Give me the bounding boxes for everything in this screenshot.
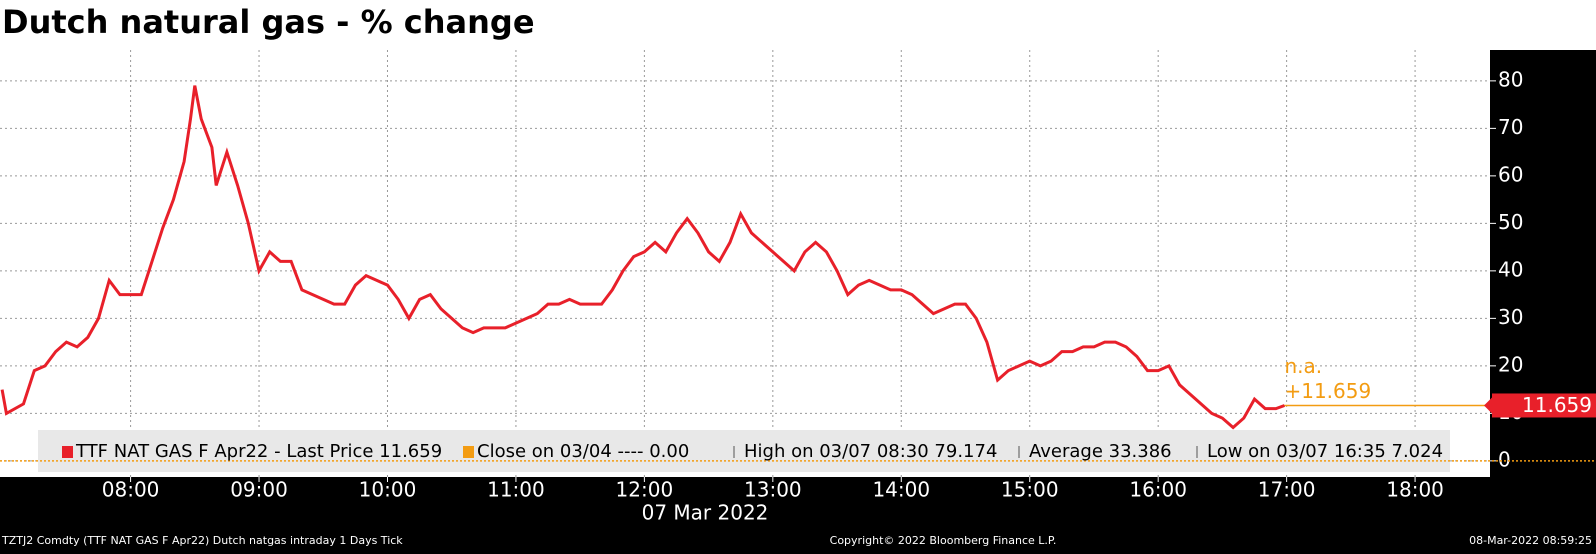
bottom-axis-panel (0, 477, 1596, 554)
reference-label: +11.659 (1284, 379, 1371, 403)
legend-swatch (463, 446, 474, 458)
legend-swatch (62, 446, 73, 458)
chart-title: Dutch natural gas - % change (2, 3, 535, 41)
y-tick-label: 40 (1498, 257, 1523, 281)
series-line (0, 85, 1286, 430)
legend-label: Close on 03/04 ---- 0.00 (477, 441, 689, 462)
x-tick-label: 13:00 (744, 478, 802, 502)
right-axis-panel (1490, 50, 1596, 554)
footer-timestamp: 08-Mar-2022 08:59:25 (1469, 534, 1592, 547)
x-tick-label: 18:00 (1386, 478, 1444, 502)
x-tick-label: 12:00 (616, 478, 674, 502)
x-axis-label: 07 Mar 2022 (642, 501, 769, 525)
legend-label: Average 33.386 (1029, 441, 1172, 462)
y-tick-label: 0 (1498, 447, 1511, 471)
y-tick-label: 20 (1498, 352, 1523, 376)
x-tick-label: 09:00 (230, 478, 288, 502)
last-value-pointer (1484, 397, 1492, 414)
legend-label: TTF NAT GAS F Apr22 - Last Price 11.659 (75, 441, 442, 462)
last-value-box (1492, 393, 1596, 418)
y-tick-label: 50 (1498, 210, 1523, 234)
x-tick-label: 17:00 (1258, 478, 1316, 502)
last-value-label: 11.659 (1522, 393, 1592, 417)
y-tick-label: 80 (1498, 67, 1523, 91)
footer-copyright: Copyright© 2022 Bloomberg Finance L.P. (830, 534, 1057, 547)
y-tick-label: 70 (1498, 115, 1523, 139)
y-tick-label: 30 (1498, 305, 1523, 329)
x-tick-label: 11:00 (487, 478, 545, 502)
x-tick-label: 10:00 (359, 478, 417, 502)
legend-box (38, 430, 1450, 472)
x-tick-label: 16:00 (1129, 478, 1187, 502)
footer-source: TZTJ2 Comdty (TTF NAT GAS F Apr22) Dutch… (1, 534, 403, 547)
x-tick-label: 14:00 (872, 478, 930, 502)
reference-label: n.a. (1284, 354, 1322, 378)
x-tick-label: 15:00 (1001, 478, 1059, 502)
legend-label: Low on 03/07 16:35 7.024 (1207, 441, 1443, 462)
y-tick-label: 60 (1498, 162, 1523, 186)
x-tick-label: 08:00 (102, 478, 160, 502)
legend-label: High on 03/07 08:30 79.174 (744, 441, 997, 462)
